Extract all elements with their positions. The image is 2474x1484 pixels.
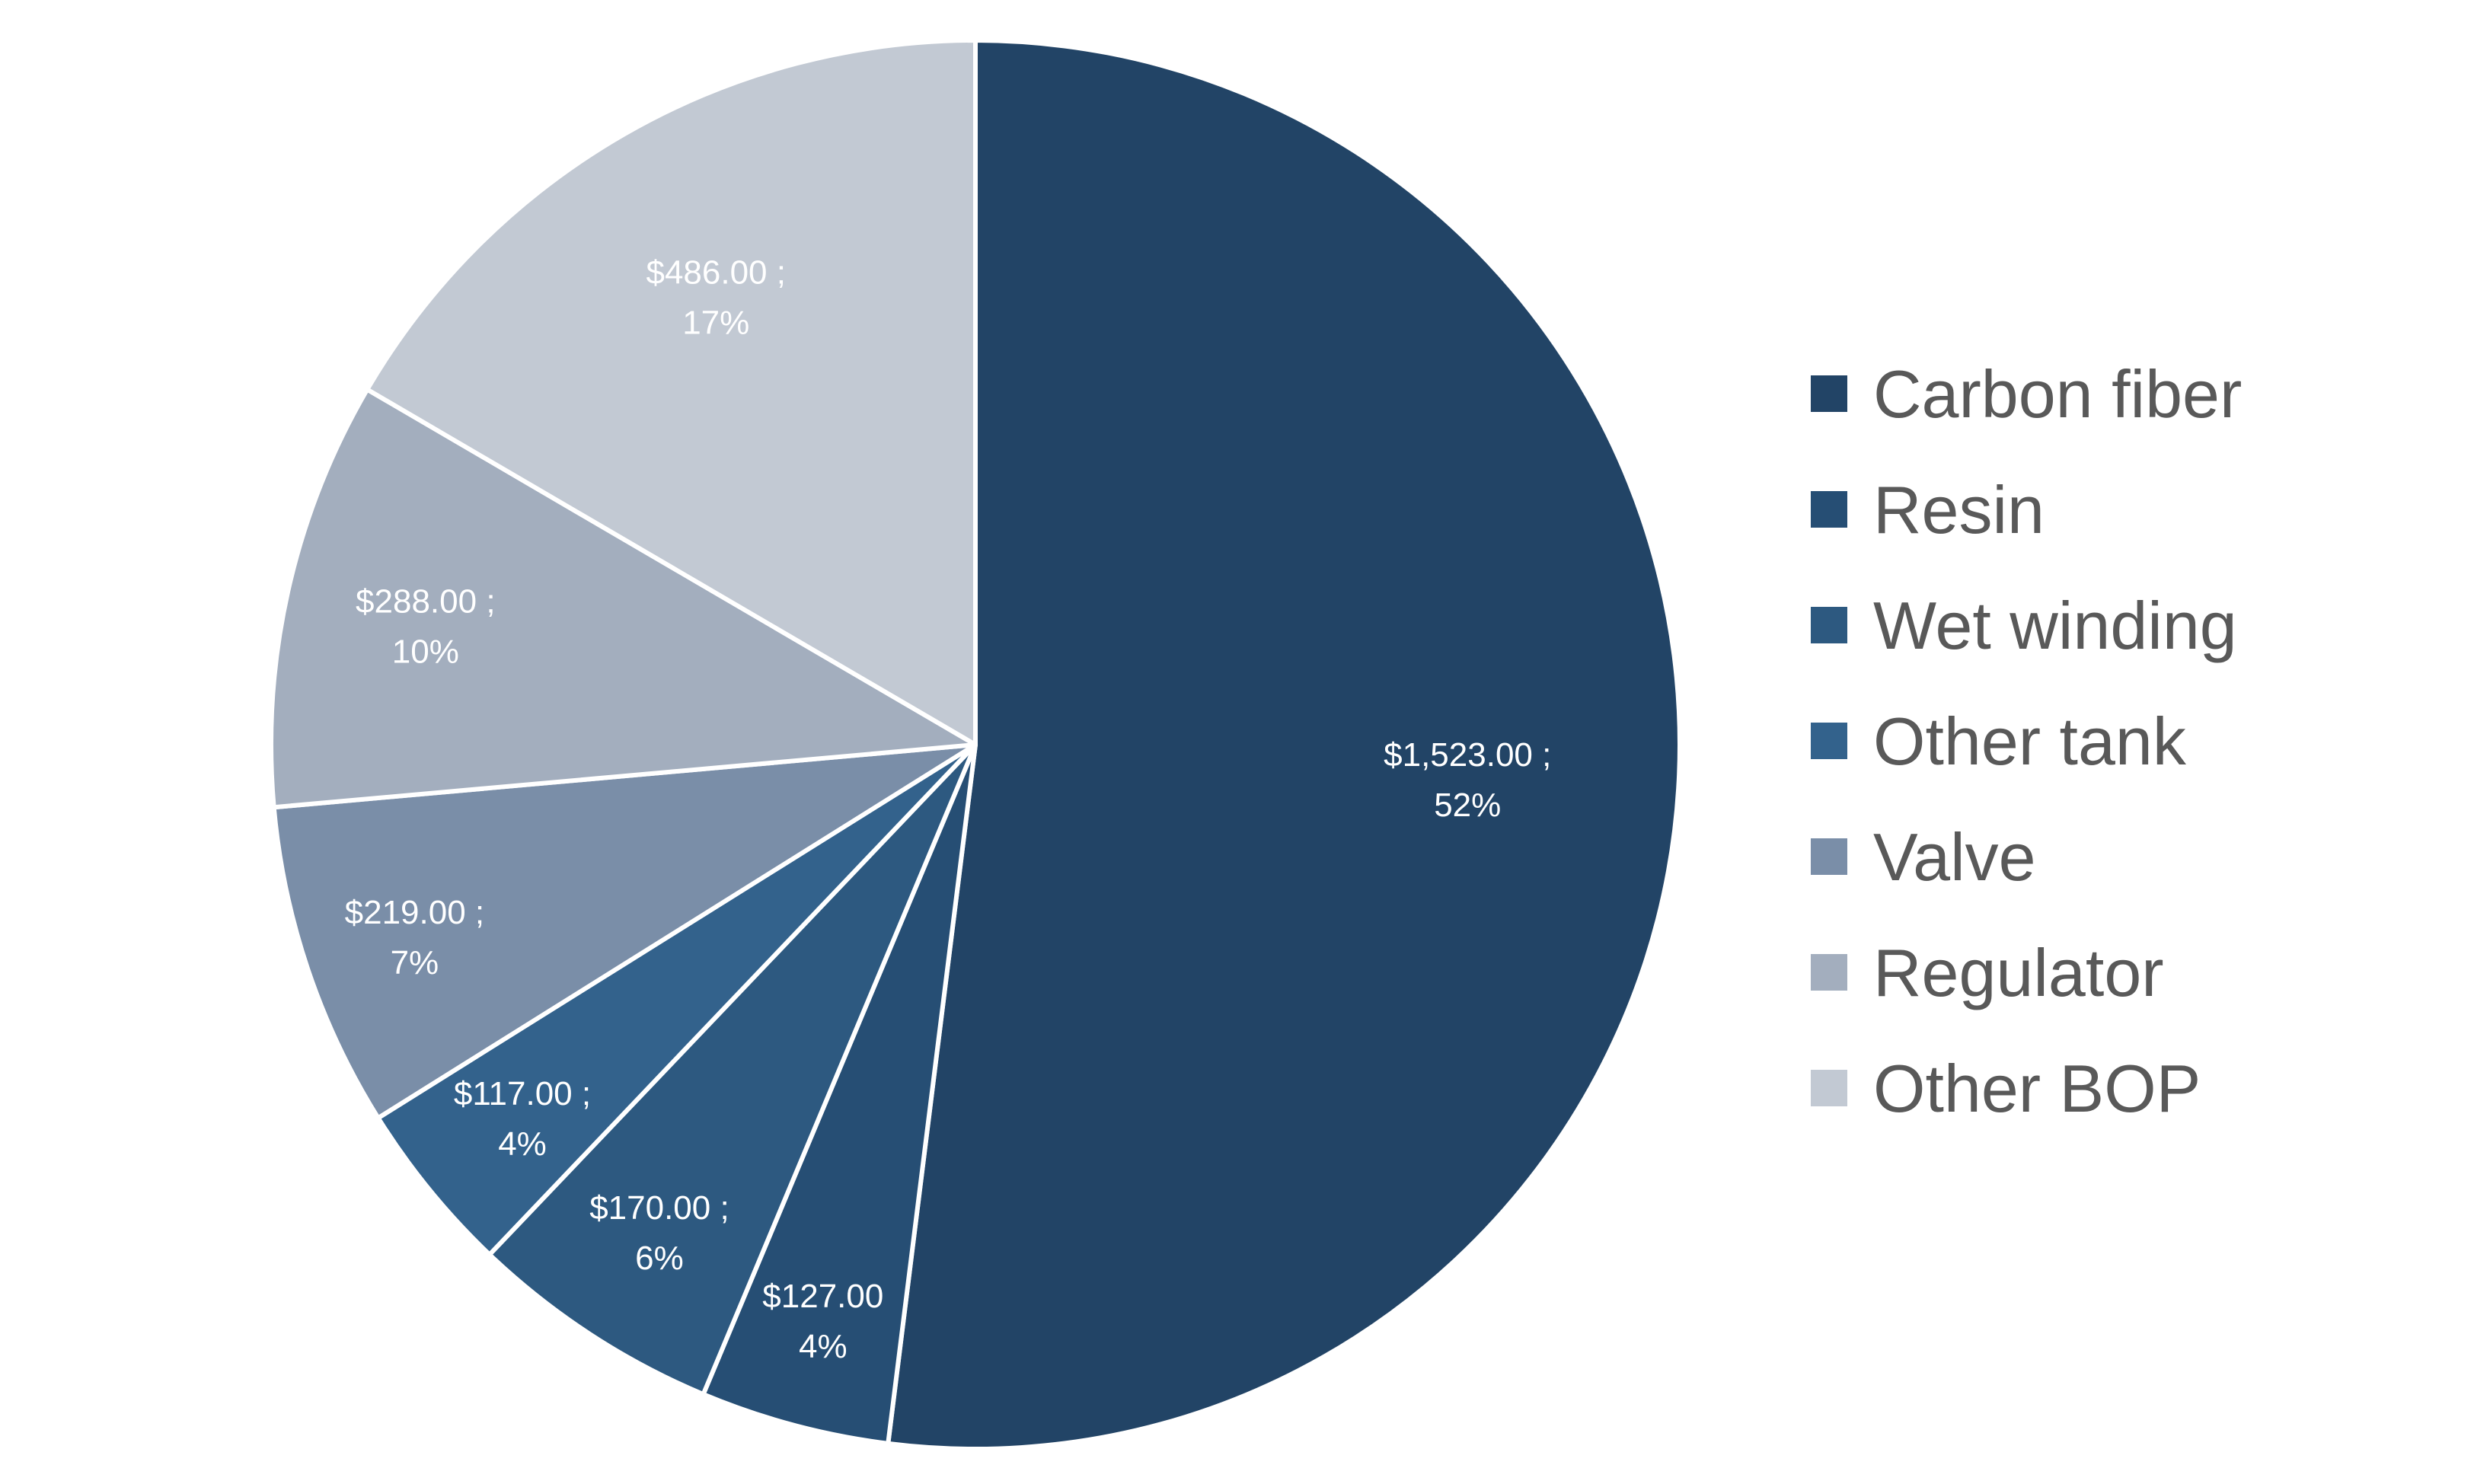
legend: Carbon fiber Resin Wet winding Other tank Va… [1811,356,2242,1126]
data-label-percent: 17% [682,304,749,341]
data-label-value: $170.00 ; [589,1189,729,1227]
legend-swatch [1811,607,1847,643]
pie-slice-resin [701,742,978,1446]
data-label-percent: 10% [392,633,459,671]
legend-item-valve: Valve [1811,819,2036,895]
legend-swatch [1811,491,1847,528]
legend-swatch [1811,1070,1847,1106]
data-label-percent: 52% [1434,787,1501,824]
data-label-other-bop: $486.00 ; 17% [646,254,786,341]
data-label-percent: 4% [498,1125,547,1163]
legend-item-other-tank: Other tank [1811,704,2187,779]
data-label-percent: 6% [635,1240,684,1277]
pie-slice-valve [271,742,978,1121]
legend-item-regulator: Regulator [1811,935,2164,1010]
pie-slice-carbon-fiber [886,38,1683,1451]
data-label-value: $288.00 ; [356,583,496,621]
legend-swatch [1811,954,1847,991]
data-label-value: $1,523.00 ; [1384,736,1551,774]
data-label-wet-winding: $170.00 ; 6% [589,1189,729,1277]
pie-slice-other-tank [375,742,978,1257]
legend-label: Other BOP [1873,1051,2201,1126]
data-label-value: $127.00 [762,1278,883,1315]
data-label-regulator: $288.00 ; 10% [356,583,496,671]
pie-slice-other-bop [365,38,978,747]
legend-label: Resin [1873,472,2045,547]
legend-label: Carbon fiber [1873,356,2242,432]
data-label-value: $486.00 ; [646,254,786,291]
pie-data-labels: $1,523.00 ; 52% $127.00 4% $170.00 ; 6% $117.0… [345,254,1552,1364]
pie-slice-wet-winding [487,742,978,1397]
data-label-value: $219.00 ; [345,894,485,931]
legend-item-wet-winding: Wet winding [1811,588,2237,663]
data-label-percent: 7% [391,944,439,981]
legend-label: Regulator [1873,935,2164,1010]
pie-slice-regulator [269,387,978,810]
legend-swatch [1811,375,1847,412]
legend-item-other-bop: Other BOP [1811,1051,2201,1126]
data-label-resin: $127.00 4% [762,1278,883,1365]
legend-label: Other tank [1873,704,2187,779]
legend-item-carbon-fiber: Carbon fiber [1811,356,2242,432]
data-label-value: $117.00 ; [454,1075,591,1112]
legend-swatch [1811,723,1847,759]
legend-item-resin: Resin [1811,472,2045,547]
data-label-valve: $219.00 ; 7% [345,894,485,981]
data-label-other-tank: $117.00 ; 4% [454,1075,591,1163]
pie-slices [269,38,1683,1451]
legend-label: Valve [1873,819,2036,895]
legend-label: Wet winding [1873,588,2237,663]
data-label-carbon-fiber: $1,523.00 ; 52% [1384,736,1551,824]
legend-swatch [1811,838,1847,875]
data-label-percent: 4% [799,1328,848,1365]
